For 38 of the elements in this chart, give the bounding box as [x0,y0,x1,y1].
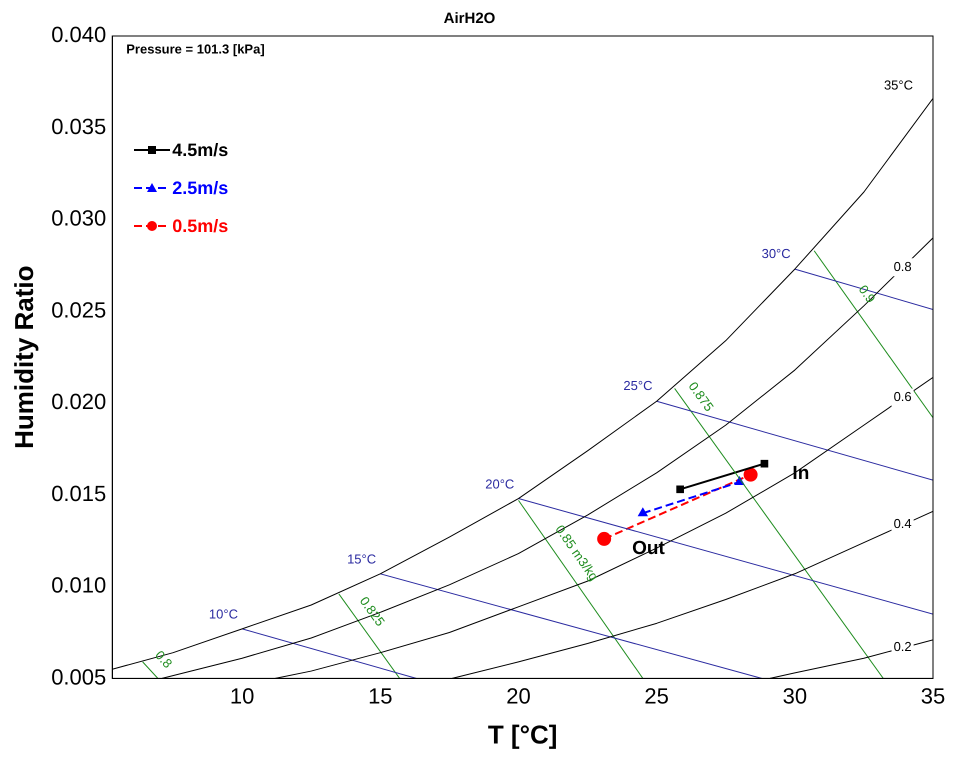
y-tick-label: 0.020 [51,389,106,414]
y-tick-label: 0.030 [51,206,106,231]
x-tick-label: 20 [506,684,531,709]
annotation: In [792,462,810,484]
x-tick-label: 25 [644,684,669,709]
point [760,460,768,468]
annotation: 30°C [762,246,791,262]
annotation: 0.6 [894,389,912,404]
y-tick-label: 0.025 [51,297,106,322]
annotation: 25°C [623,378,652,394]
x-tick-label: 15 [368,684,393,709]
legend-label: 2.5m/s [172,178,228,198]
legend-label: 4.5m/s [172,140,228,160]
annotation: 0.8 [894,258,912,274]
annotation: 0.8 [152,648,176,671]
annotation: 0.2 [894,638,912,654]
point [744,468,758,482]
y-tick-label: 0.035 [51,114,106,139]
annotation: 0.4 [894,516,912,531]
annotation: Pressure = 101.3 [kPa] [126,42,265,57]
x-tick-label: 35 [920,684,946,709]
point [676,486,684,494]
annotation: 20°C [485,476,514,492]
legend-label: 0.5m/s [172,216,228,236]
y-axis-title: Humidity Ratio [8,265,39,449]
chart-title: AirH2O [444,10,496,28]
y-tick-label: 0.015 [51,480,106,506]
point [597,532,612,546]
y-tick-label: 0.040 [51,22,106,48]
annotation: 35°C [884,77,913,92]
y-tick-label: 0.005 [51,664,106,690]
x-tick-label: 10 [230,684,254,709]
x-axis-title: T [°C] [488,720,558,750]
annotation: 15°C [347,551,376,566]
annotation: 10°C [208,606,238,622]
y-tick-label: 0.010 [51,572,106,598]
x-tick-label: 30 [782,684,808,709]
annotation: 0.9 [856,282,878,306]
